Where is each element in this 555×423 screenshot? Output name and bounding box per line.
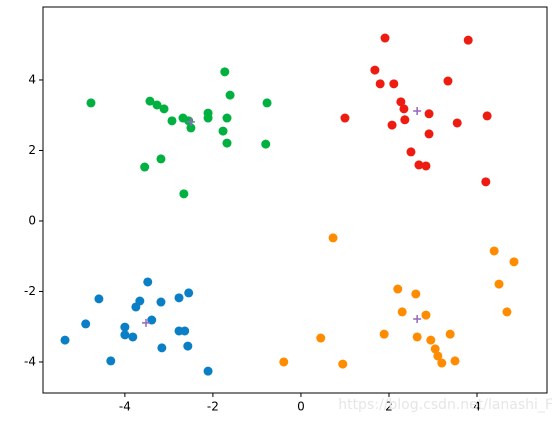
point — [156, 297, 166, 307]
point — [179, 189, 189, 199]
point — [316, 333, 326, 343]
point — [426, 335, 436, 345]
point — [128, 332, 138, 342]
point — [167, 116, 177, 126]
point — [412, 332, 422, 342]
point — [106, 356, 116, 366]
x-tick-label: -2 — [207, 400, 219, 414]
point — [379, 329, 389, 339]
point — [509, 257, 519, 267]
point — [502, 307, 512, 317]
y-tick-label: 0 — [28, 213, 36, 227]
point — [222, 138, 232, 148]
centroid-marker — [413, 106, 422, 115]
x-tick-label: 4 — [473, 400, 481, 414]
point — [225, 90, 235, 100]
point — [279, 357, 289, 367]
point — [86, 98, 96, 108]
point — [396, 97, 406, 107]
point — [424, 129, 434, 139]
point — [156, 154, 166, 164]
point — [143, 277, 153, 287]
point — [203, 113, 213, 123]
point — [450, 356, 460, 366]
watermark: https://blog.csdn.net/lanashi_F — [338, 397, 553, 413]
point — [414, 160, 424, 170]
point — [389, 79, 399, 89]
point — [120, 330, 130, 340]
y-tick-label: 2 — [28, 143, 36, 157]
point — [421, 161, 431, 171]
point — [421, 310, 431, 320]
point — [328, 233, 338, 243]
point — [222, 113, 232, 123]
point — [437, 358, 447, 368]
plot-frame — [42, 6, 548, 394]
y-tick-label: 4 — [28, 72, 36, 86]
x-tick-label: 2 — [385, 400, 393, 414]
point — [489, 246, 499, 256]
point — [180, 326, 190, 336]
point — [397, 307, 407, 317]
point — [152, 100, 162, 110]
centroid-marker — [413, 314, 422, 323]
point — [452, 118, 462, 128]
point — [433, 351, 443, 361]
x-tick-label: 0 — [297, 400, 305, 414]
centroid-marker — [142, 318, 151, 327]
point — [400, 115, 410, 125]
point — [174, 293, 184, 303]
point — [262, 98, 272, 108]
point — [406, 147, 416, 157]
point — [131, 302, 141, 312]
point — [183, 341, 193, 351]
point — [186, 123, 196, 133]
point — [120, 322, 130, 332]
point — [220, 67, 230, 77]
point — [393, 284, 403, 294]
point — [338, 359, 348, 369]
point — [424, 109, 434, 119]
point — [157, 343, 167, 353]
centroid-marker — [186, 117, 195, 126]
point — [375, 79, 385, 89]
point — [94, 294, 104, 304]
point — [218, 126, 228, 136]
point — [482, 111, 492, 121]
point — [430, 344, 440, 354]
x-tick-label: -4 — [119, 400, 131, 414]
point — [445, 329, 455, 339]
point — [60, 335, 70, 345]
point — [494, 279, 504, 289]
point — [203, 366, 213, 376]
y-tick-label: -4 — [24, 354, 36, 368]
point — [261, 139, 271, 149]
point — [140, 162, 150, 172]
point — [443, 76, 453, 86]
point — [380, 33, 390, 43]
point — [411, 289, 421, 299]
point — [184, 288, 194, 298]
point — [387, 120, 397, 130]
point — [399, 104, 409, 114]
point — [340, 113, 350, 123]
y-tick-label: -2 — [24, 284, 36, 298]
point — [145, 96, 155, 106]
point — [463, 35, 473, 45]
point — [370, 65, 380, 75]
point — [481, 177, 491, 187]
point — [159, 104, 169, 114]
point — [81, 319, 91, 329]
